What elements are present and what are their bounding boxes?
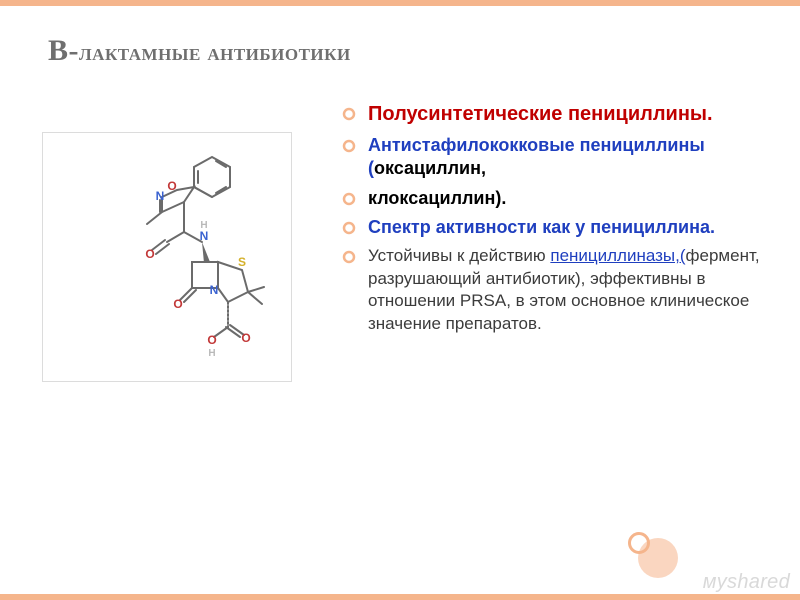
- bullet-icon: [340, 105, 358, 123]
- molecule-image: N O O N H N S O O O H: [42, 132, 292, 382]
- bullet-text: Устойчивы к действию пенициллиназы,(ферм…: [368, 245, 764, 335]
- text-run: пенициллиназы,(: [550, 246, 685, 265]
- bullet-icon: [340, 190, 358, 208]
- bullet-list: Полусинтетические пенициллины. Антистафил…: [340, 102, 764, 335]
- atom-o2: O: [145, 247, 154, 261]
- bullet-text: клоксациллин).: [368, 187, 764, 210]
- atom-o1: O: [167, 179, 176, 193]
- atom-n2h: H: [200, 220, 207, 231]
- bullet-icon: [340, 248, 358, 266]
- text-run: Полусинтетические пенициллины.: [368, 103, 713, 125]
- bullet-text: Полусинтетические пенициллины.: [368, 102, 764, 128]
- bullet-item: Устойчивы к действию пенициллиназы,(ферм…: [340, 245, 764, 335]
- atom-o4: O: [241, 331, 250, 345]
- text-run: Спектр активности как у пенициллина.: [368, 217, 715, 237]
- watermark: мyshared: [703, 571, 790, 594]
- molecule-svg: N O O N H N S O O O H: [52, 142, 282, 372]
- title-cap: Β-: [48, 34, 79, 67]
- atom-n3: N: [200, 229, 209, 243]
- title-rest: лактамные антибиотики: [79, 40, 351, 66]
- atom-o3: O: [173, 297, 182, 311]
- text-run: клоксациллин).: [368, 188, 506, 208]
- atom-n1: N: [156, 189, 165, 203]
- bullet-icon: [340, 137, 358, 155]
- atom-n4: N: [210, 283, 219, 297]
- bullet-item: клоксациллин).: [340, 187, 764, 210]
- bullet-item: Полусинтетические пенициллины.: [340, 102, 764, 128]
- slide-title: Β-лактамные антибиотики: [48, 34, 760, 68]
- left-column: N O O N H N S O O O H: [34, 102, 334, 382]
- right-column: Полусинтетические пенициллины. Антистафил…: [334, 102, 764, 382]
- slide: Β-лактамные антибиотики: [0, 0, 800, 600]
- text-run: оксациллин,: [374, 158, 486, 178]
- bullet-item: Антистафилококковые пенициллины (оксацил…: [340, 134, 764, 181]
- content-row: N O O N H N S O O O H Полусинтетичес: [0, 68, 800, 382]
- bullet-icon: [340, 219, 358, 237]
- atom-o5: O: [207, 333, 216, 347]
- atom-s1: S: [238, 255, 246, 269]
- bullet-text: Спектр активности как у пенициллина.: [368, 216, 764, 239]
- bullet-text: Антистафилококковые пенициллины (оксацил…: [368, 134, 764, 181]
- atom-o5h: H: [208, 348, 215, 359]
- title-area: Β-лактамные антибиотики: [0, 6, 800, 68]
- corner-decoration: [638, 538, 678, 578]
- text-run: Устойчивы к действию: [368, 246, 550, 265]
- bullet-item: Спектр активности как у пенициллина.: [340, 216, 764, 239]
